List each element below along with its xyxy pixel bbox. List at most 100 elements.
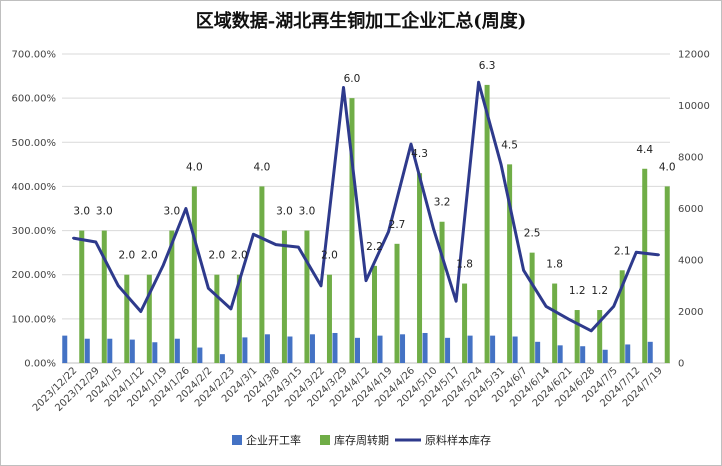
data-label: 2.7 (389, 219, 406, 231)
line-point (635, 251, 638, 254)
bar-inventory-turnover (124, 274, 130, 363)
y-right-tick-label: 6000 (678, 204, 703, 215)
data-label: 2.1 (614, 245, 631, 257)
data-label: 3.0 (96, 206, 113, 218)
bar-operating-rate (219, 354, 225, 363)
bar-operating-rate (467, 335, 473, 363)
bar-inventory-turnover (439, 221, 445, 363)
line-point (409, 142, 413, 146)
line-point (454, 300, 458, 303)
bar-inventory-turnover (169, 230, 175, 363)
line-point (387, 230, 390, 233)
line-point (522, 269, 525, 272)
legend-label: 原料样本库存 (425, 433, 491, 447)
line-point (72, 236, 75, 240)
y-right-tick-label: 10000 (678, 101, 710, 112)
bar-inventory-turnover (146, 274, 152, 363)
line-point (342, 86, 345, 89)
y-left-tick-label: 500.00% (12, 138, 57, 149)
data-label-layer: 3.0 3.0 2.0 2.0 3.0 4.0 2.0 2.0 4.0 3.0 3.0 2.0 6.0 2… (73, 60, 675, 297)
line-point (612, 305, 615, 308)
data-label: 6.0 (344, 73, 361, 85)
bar-inventory-turnover (372, 265, 377, 363)
data-label: 1.2 (569, 285, 586, 297)
data-label: 3.2 (434, 197, 451, 209)
line-layer (72, 80, 660, 333)
line-point (229, 307, 233, 311)
bar-inventory-turnover (507, 164, 513, 363)
legend: 企业开工率 库存周转期 原料样本库存 (232, 433, 491, 447)
bar-inventory-turnover (597, 310, 603, 363)
bar-operating-rate (129, 339, 135, 363)
data-label: 4.3 (411, 148, 428, 160)
bar-operating-rate (264, 334, 270, 363)
data-label: 1.8 (456, 259, 473, 271)
bar-operating-rate (309, 334, 315, 363)
y-right-tick-label: 8000 (678, 153, 703, 164)
bar-inventory-turnover (349, 98, 355, 364)
bar-operating-rate (422, 332, 428, 363)
bar-inventory-turnover (259, 186, 265, 363)
data-label: 3.0 (163, 206, 180, 218)
data-label: 3.0 (73, 206, 90, 218)
data-label: 2.0 (141, 250, 158, 262)
bar-operating-rate (535, 341, 541, 363)
data-label: 3.0 (299, 206, 316, 218)
data-label: 2.0 (321, 250, 338, 262)
bar-inventory-turnover (281, 230, 287, 363)
y-right-tick-label: 0 (678, 359, 684, 370)
bar-operating-rate (647, 341, 653, 363)
bar-operating-rate (580, 346, 586, 363)
bar-inventory-turnover (462, 283, 468, 363)
line-point (567, 318, 570, 321)
data-label: 2.0 (231, 250, 248, 262)
legend-swatch (232, 435, 242, 445)
bar-inventory-turnover (417, 173, 423, 363)
bar-operating-rate (332, 332, 338, 363)
bar-inventory-turnover (484, 84, 490, 364)
bar-layer (62, 84, 670, 364)
line-point (319, 284, 323, 287)
bar-operating-rate (625, 344, 631, 363)
line-point (657, 253, 660, 257)
line-point (589, 329, 593, 333)
bar-operating-rate (62, 335, 68, 363)
bar-inventory-turnover (326, 274, 332, 363)
line-point (499, 163, 503, 166)
bar-operating-rate (287, 336, 293, 363)
bar-inventory-turnover (236, 274, 242, 363)
data-label: 4.5 (501, 139, 518, 151)
bar-operating-rate (400, 334, 406, 363)
data-label: 2.2 (366, 241, 383, 253)
bar-operating-rate (107, 338, 113, 363)
y-left-tick-label: 400.00% (12, 182, 57, 193)
bar-inventory-turnover (101, 230, 107, 363)
data-label: 2.0 (118, 250, 135, 262)
y-right-tick-label: 12000 (678, 50, 710, 61)
line-point (297, 245, 300, 249)
y-left-tick-label: 300.00% (12, 226, 57, 237)
line-point (274, 243, 278, 246)
line-point (184, 207, 188, 210)
y-right-tick-label: 4000 (678, 256, 703, 267)
line-point (544, 305, 548, 308)
bar-operating-rate (512, 336, 518, 363)
data-label: 4.0 (186, 161, 203, 173)
data-label: 4.0 (254, 161, 271, 173)
y-left-tick-label: 100.00% (12, 314, 57, 325)
bar-inventory-turnover (394, 243, 400, 363)
bar-operating-rate (152, 342, 158, 363)
y-right-tick-label: 2000 (678, 307, 703, 318)
data-label: 1.8 (546, 259, 563, 271)
bar-inventory-turnover (214, 274, 220, 363)
bar-operating-rate (602, 349, 608, 363)
bar-inventory-turnover (191, 186, 197, 363)
chart-title: 区域数据-湖北再生铜加工企业汇总(周度) (196, 10, 527, 32)
bar-inventory-turnover (642, 168, 648, 363)
line-point (364, 279, 368, 282)
line-point (162, 263, 165, 267)
line-point (117, 284, 120, 287)
data-label: 2.5 (524, 228, 541, 240)
bar-operating-rate (84, 338, 90, 363)
